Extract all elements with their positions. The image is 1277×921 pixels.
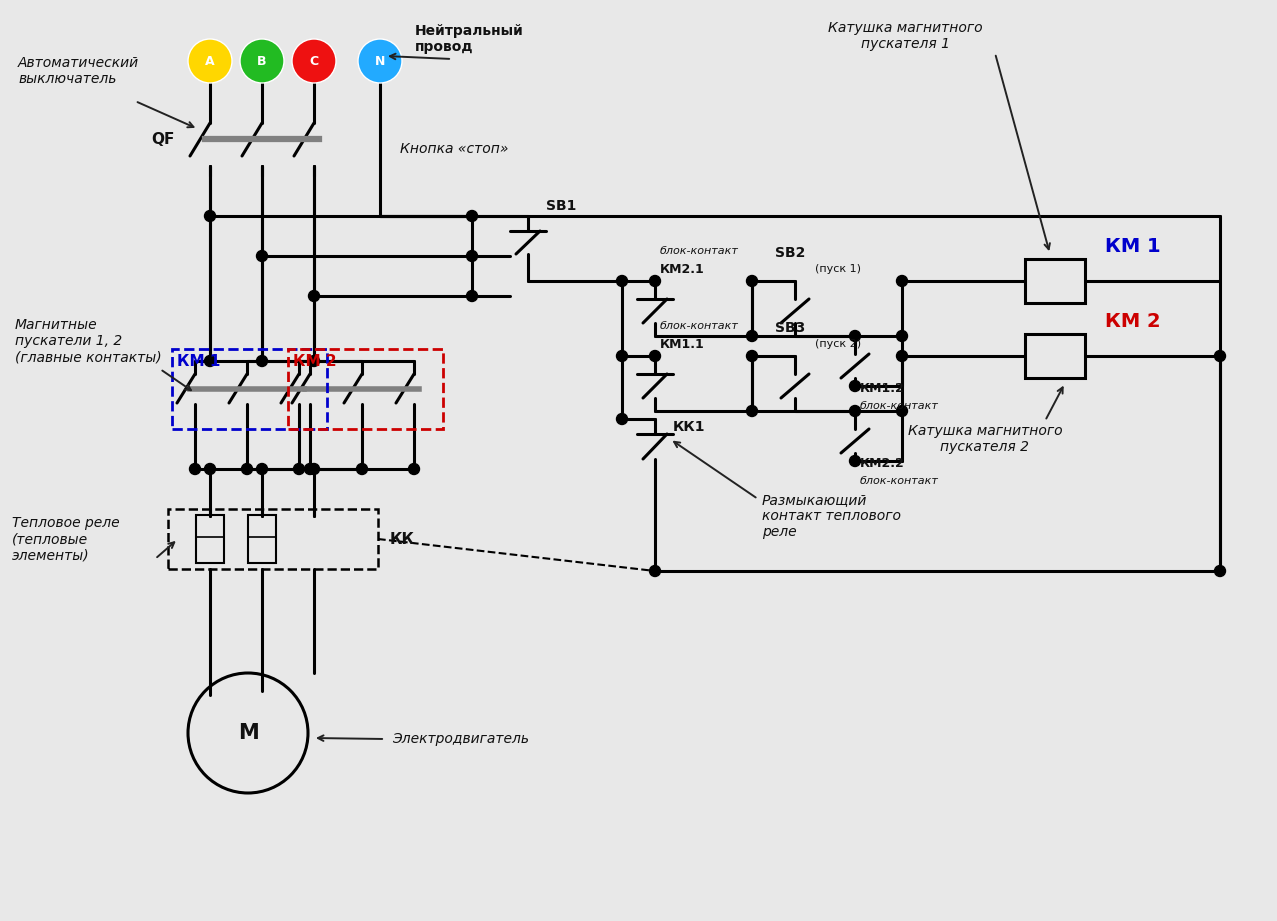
Circle shape bbox=[240, 39, 283, 83]
Circle shape bbox=[356, 463, 368, 474]
Text: N: N bbox=[375, 54, 386, 67]
Text: КМ 2: КМ 2 bbox=[292, 354, 337, 369]
Circle shape bbox=[257, 251, 267, 262]
Text: М: М bbox=[238, 723, 258, 743]
Circle shape bbox=[309, 290, 319, 301]
Text: КК: КК bbox=[389, 531, 415, 546]
Text: Магнитные
пускатели 1, 2
(главные контакты): Магнитные пускатели 1, 2 (главные контак… bbox=[15, 318, 162, 364]
Circle shape bbox=[466, 251, 478, 262]
Text: A: A bbox=[206, 54, 215, 67]
Circle shape bbox=[896, 351, 908, 362]
Circle shape bbox=[466, 211, 478, 221]
Text: блок-контакт: блок-контакт bbox=[859, 401, 939, 411]
Text: КМ 1: КМ 1 bbox=[178, 354, 221, 369]
Text: B: B bbox=[257, 54, 267, 67]
Circle shape bbox=[294, 463, 304, 474]
Circle shape bbox=[189, 463, 200, 474]
Circle shape bbox=[747, 275, 757, 286]
Text: Размыкающий
контакт теплового
реле: Размыкающий контакт теплового реле bbox=[762, 493, 902, 539]
Text: КМ2.2: КМ2.2 bbox=[859, 457, 904, 470]
Circle shape bbox=[257, 356, 267, 367]
Circle shape bbox=[896, 405, 908, 416]
Circle shape bbox=[188, 39, 232, 83]
Circle shape bbox=[747, 405, 757, 416]
Text: Автоматический
выключатель: Автоматический выключатель bbox=[18, 56, 139, 86]
Circle shape bbox=[849, 456, 861, 467]
Text: блок-контакт: блок-контакт bbox=[660, 321, 739, 331]
Circle shape bbox=[617, 351, 627, 362]
Circle shape bbox=[257, 463, 267, 474]
Circle shape bbox=[204, 211, 216, 221]
Text: SB2: SB2 bbox=[775, 246, 806, 260]
Circle shape bbox=[747, 351, 757, 362]
Circle shape bbox=[309, 356, 319, 367]
Text: Тепловое реле
(тепловые
элементы): Тепловое реле (тепловые элементы) bbox=[11, 516, 120, 562]
Circle shape bbox=[896, 331, 908, 342]
Bar bbox=[172, 349, 327, 429]
Circle shape bbox=[241, 463, 253, 474]
Circle shape bbox=[747, 331, 757, 342]
Circle shape bbox=[409, 463, 420, 474]
Text: (пуск 1): (пуск 1) bbox=[815, 264, 861, 274]
Circle shape bbox=[849, 405, 861, 416]
Text: SB1: SB1 bbox=[547, 199, 576, 213]
Text: QF: QF bbox=[152, 132, 175, 146]
Text: КМ 2: КМ 2 bbox=[1105, 311, 1161, 331]
Text: Кнопка «стоп»: Кнопка «стоп» bbox=[400, 142, 508, 156]
Circle shape bbox=[617, 414, 627, 425]
Circle shape bbox=[358, 39, 402, 83]
Circle shape bbox=[1214, 565, 1226, 577]
Bar bbox=[1025, 334, 1085, 378]
Text: КМ1.2: КМ1.2 bbox=[859, 381, 904, 394]
Circle shape bbox=[304, 463, 315, 474]
Text: блок-контакт: блок-контакт bbox=[859, 476, 939, 486]
Text: КК1: КК1 bbox=[673, 420, 705, 434]
Text: C: C bbox=[309, 54, 318, 67]
Bar bbox=[169, 509, 378, 569]
Circle shape bbox=[1214, 351, 1226, 362]
Circle shape bbox=[849, 331, 861, 342]
Circle shape bbox=[849, 380, 861, 391]
Text: Катушка магнитного
пускателя 1: Катушка магнитного пускателя 1 bbox=[827, 21, 982, 51]
Circle shape bbox=[896, 275, 908, 286]
Bar bbox=[1025, 259, 1085, 303]
Circle shape bbox=[466, 290, 478, 301]
Circle shape bbox=[650, 351, 660, 362]
Circle shape bbox=[617, 275, 627, 286]
Circle shape bbox=[204, 463, 216, 474]
Bar bbox=[289, 349, 443, 429]
Text: Нейтральный
провод: Нейтральный провод bbox=[415, 24, 524, 54]
Bar bbox=[195, 515, 223, 563]
Text: SB3: SB3 bbox=[775, 321, 805, 335]
Circle shape bbox=[650, 275, 660, 286]
Text: блок-контакт: блок-контакт bbox=[660, 246, 739, 256]
Text: Катушка магнитного
пускателя 2: Катушка магнитного пускателя 2 bbox=[908, 424, 1062, 454]
Circle shape bbox=[650, 565, 660, 577]
Text: КМ2.1: КМ2.1 bbox=[660, 262, 705, 275]
Text: (пуск 2): (пуск 2) bbox=[815, 339, 861, 349]
Circle shape bbox=[292, 39, 336, 83]
Text: КМ1.1: КМ1.1 bbox=[660, 337, 705, 351]
Circle shape bbox=[204, 356, 216, 367]
Text: КМ 1: КМ 1 bbox=[1105, 237, 1161, 255]
Text: Электродвигатель: Электродвигатель bbox=[392, 732, 529, 746]
Bar bbox=[248, 515, 276, 563]
Circle shape bbox=[309, 463, 319, 474]
